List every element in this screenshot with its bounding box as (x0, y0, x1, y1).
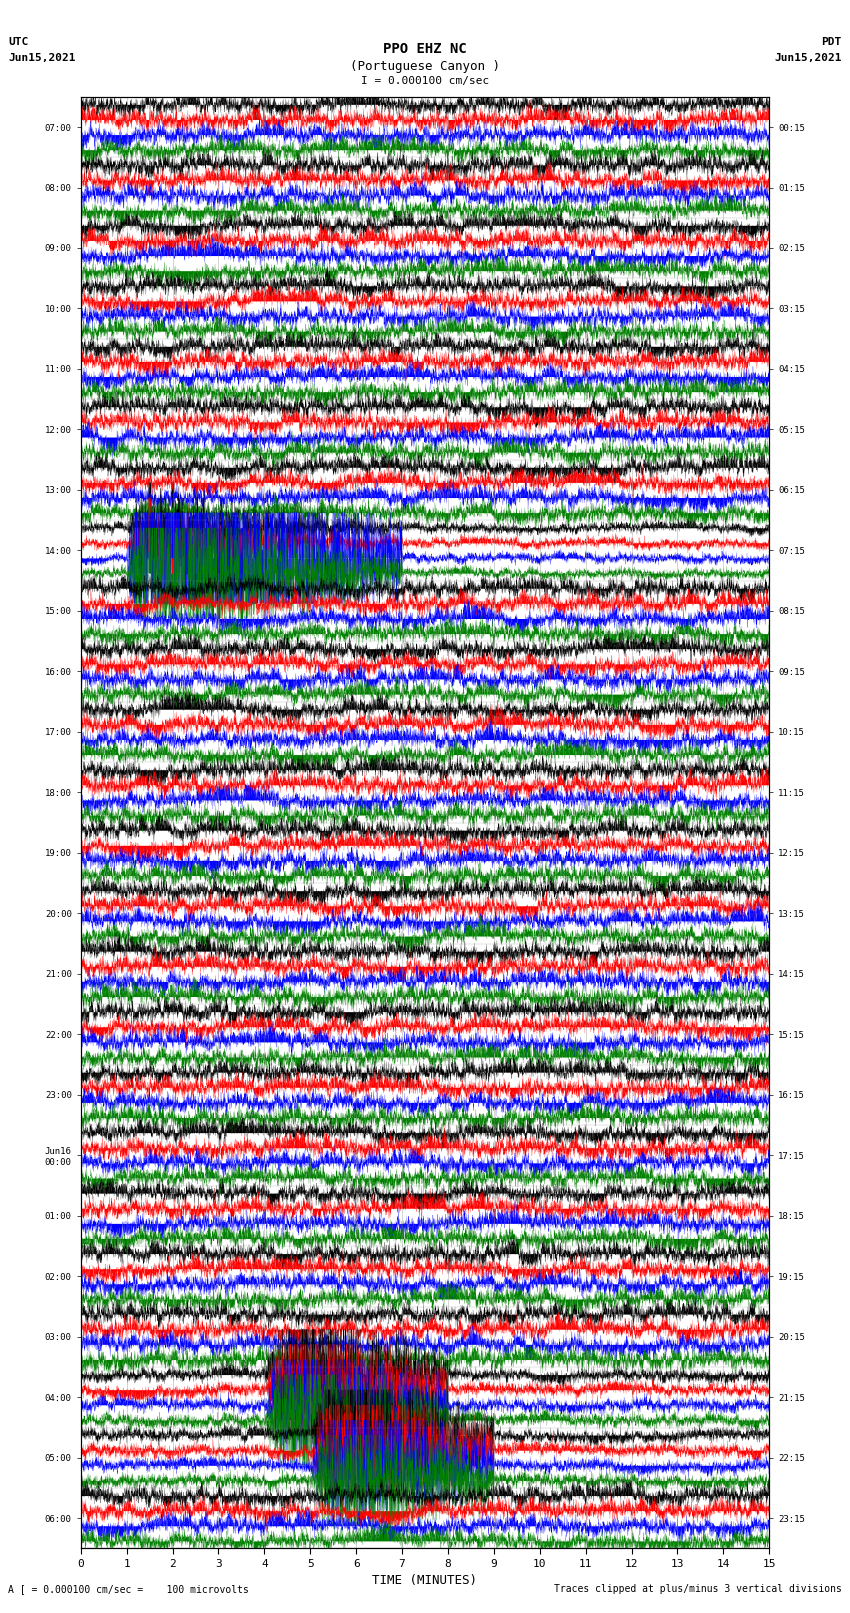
Text: PDT: PDT (821, 37, 842, 47)
Text: A [ = 0.000100 cm/sec =    100 microvolts: A [ = 0.000100 cm/sec = 100 microvolts (8, 1584, 249, 1594)
X-axis label: TIME (MINUTES): TIME (MINUTES) (372, 1574, 478, 1587)
Text: PPO EHZ NC: PPO EHZ NC (383, 42, 467, 56)
Text: (Portuguese Canyon ): (Portuguese Canyon ) (350, 60, 500, 73)
Text: Traces clipped at plus/minus 3 vertical divisions: Traces clipped at plus/minus 3 vertical … (553, 1584, 842, 1594)
Text: Jun15,2021: Jun15,2021 (774, 53, 842, 63)
Text: I = 0.000100 cm/sec: I = 0.000100 cm/sec (361, 76, 489, 85)
Text: UTC: UTC (8, 37, 29, 47)
Text: Jun15,2021: Jun15,2021 (8, 53, 76, 63)
